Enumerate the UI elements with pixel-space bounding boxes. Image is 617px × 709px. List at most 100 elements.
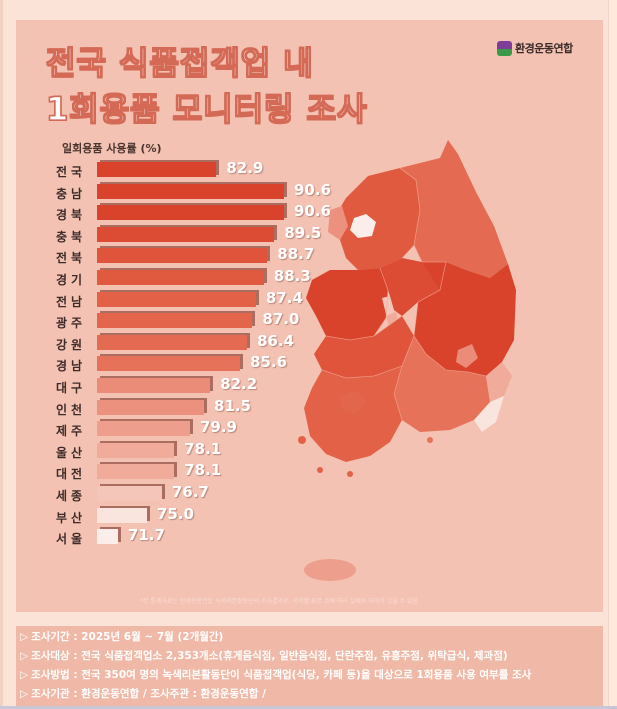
- bar-row: 대전 78.1: [0, 461, 320, 484]
- bar: [97, 399, 205, 415]
- bar: [97, 356, 241, 372]
- map-region-incheon: [328, 206, 348, 240]
- arrow-icon: ▷: [20, 631, 29, 643]
- bar-label: 경북: [56, 208, 87, 223]
- bar-label: 충남: [56, 186, 87, 201]
- bar-value: 78.1: [184, 461, 222, 480]
- bar-value: 78.1: [184, 439, 222, 458]
- bar-label: 전남: [56, 294, 87, 309]
- arrow-icon: ▷: [20, 669, 29, 681]
- arrow-icon: ▷: [20, 688, 29, 700]
- bar-row: 서울 71.7: [0, 526, 320, 549]
- bar-value: 89.5: [284, 223, 322, 242]
- bar: [97, 529, 118, 545]
- bar-value: 88.7: [277, 245, 315, 264]
- map-region-seoul: [350, 214, 376, 238]
- bar-value: 88.3: [273, 267, 311, 285]
- bar-row: 인천 81.5: [0, 396, 320, 420]
- map-region-jeju: [304, 559, 356, 581]
- bar-value: 79.9: [199, 418, 237, 437]
- bar-label: 강원: [56, 337, 87, 352]
- axis-label: 일회용품 사용률 (%): [62, 142, 162, 155]
- bar: [97, 183, 284, 199]
- bar-value: 82.9: [226, 159, 264, 177]
- bar: [97, 464, 175, 480]
- bar-value: 87.4: [265, 288, 303, 307]
- korea-map: [298, 140, 516, 581]
- bar-label: 경기: [56, 273, 87, 287]
- bar-row: 제주 79.9: [0, 418, 320, 441]
- bar-value: 86.4: [257, 331, 295, 350]
- map-region-daegu: [456, 344, 478, 368]
- page-title: 전국 식품접객업 내 1회용품 모니터링 조사: [45, 40, 368, 132]
- bar: [97, 205, 284, 221]
- bar-row: 세종 76.7: [0, 483, 320, 506]
- title-line-2: 1회용품 모니터링 조사: [45, 89, 368, 128]
- bar-label: 대구: [56, 381, 87, 395]
- bar: [97, 270, 264, 285]
- bar-row: 경남 85.6: [0, 353, 320, 376]
- bar-label: 전북: [56, 251, 87, 266]
- title-line-1: 전국 식품접객업 내: [45, 43, 314, 82]
- bar: [97, 162, 217, 177]
- bottom-edge: [0, 706, 617, 709]
- bar-row: 부산 75.0: [0, 504, 320, 528]
- bar-value: 75.0: [156, 504, 194, 523]
- info-line-method: ▷ 조사방법 : 전국 350여 명의 녹색리본활동단이 식품접객업(식당, 카페…: [20, 669, 532, 681]
- bar-row: 전북 88.7: [0, 245, 320, 268]
- bar-row: 울산 78.1: [0, 439, 320, 463]
- bar: [97, 226, 275, 242]
- bar-label: 대전: [56, 467, 87, 482]
- bar: [97, 378, 211, 393]
- bar-label: 부산: [56, 510, 87, 525]
- bar-value: 71.7: [127, 526, 165, 545]
- bar-label: 인천: [56, 402, 87, 417]
- bar-row: 전국 82.9: [0, 159, 320, 182]
- info-line-period: ▷ 조사기간 : 2025년 6월 ~ 7월 (2개월간): [20, 631, 224, 643]
- bar-value: 90.6: [294, 202, 332, 221]
- bar-value: 90.6: [294, 180, 332, 199]
- map-region-chungnam: [306, 268, 388, 340]
- bar-row: 강원 86.4: [0, 331, 320, 355]
- bar: [97, 442, 175, 458]
- bar-row: 충남 90.6: [0, 181, 331, 204]
- logo-text: 환경운동연합: [515, 42, 573, 55]
- bar-label: 전국: [56, 165, 87, 179]
- map-region-jeonbuk: [314, 316, 414, 378]
- map-region-gyeonggi: [334, 168, 420, 270]
- footnote: *본 통계자료는 환경운동연합 녹색리본활동단의 조사결과로, 지역별 표본 수…: [140, 598, 419, 605]
- bar-row: 경기 88.3: [0, 267, 320, 290]
- bar-label: 세종: [56, 489, 87, 503]
- bar-label: 제주: [56, 424, 87, 439]
- info-line-agency: ▷ 조사기관 : 환경운동연합 / 조사주관 : 환경운동연합 /: [20, 688, 266, 700]
- bar: [97, 334, 248, 350]
- bar-value: 82.2: [220, 375, 258, 393]
- logo-icon: [497, 40, 512, 56]
- frame-edge: [608, 0, 617, 709]
- map-region-gwangju: [340, 390, 366, 414]
- bar-value: 76.7: [171, 483, 209, 501]
- map-region-sejong: [382, 296, 394, 314]
- map-region-gangwon: [400, 140, 508, 278]
- map-region-jeonnam: [304, 366, 402, 462]
- info-line-target: ▷ 조사대상 : 전국 식품접객업소 2,353개소(휴게음식점, 일반음식점, …: [20, 650, 508, 662]
- bar-label: 경남: [56, 359, 87, 374]
- bar-label: 충북: [56, 229, 87, 244]
- bar: [97, 291, 256, 307]
- logo: 환경운동연합: [497, 40, 573, 56]
- bar: [97, 313, 253, 329]
- bar-row: 경북 90.6: [0, 202, 331, 225]
- bar: [97, 421, 190, 437]
- survey-info-box: ▷ 조사기간 : 2025년 6월 ~ 7월 (2개월간) ▷ 조사대상 : 전국 …: [16, 626, 603, 709]
- map-region-gyeongnam: [394, 336, 490, 432]
- bar-row: 충북 89.5: [0, 223, 322, 247]
- frame-edge: [0, 0, 3, 709]
- map-region-ulsan: [486, 362, 512, 402]
- bar-value: 85.6: [250, 353, 288, 372]
- bar-value: 81.5: [214, 396, 252, 415]
- map-region-busan: [474, 396, 504, 432]
- bar-label: 서울: [56, 532, 87, 547]
- bar-row: 대구 82.2: [0, 375, 320, 398]
- arrow-icon: ▷: [20, 650, 29, 662]
- bar-row: 광주 87.0: [0, 310, 320, 333]
